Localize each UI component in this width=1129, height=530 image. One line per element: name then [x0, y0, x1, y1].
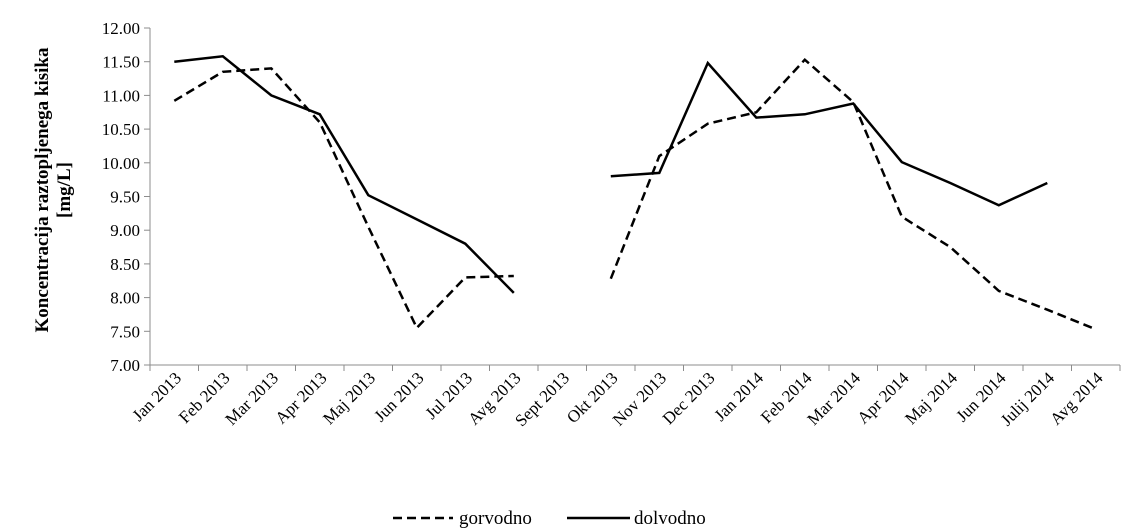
- y-tick-label: 9.50: [110, 188, 140, 207]
- x-tick-label: Maj 2013: [319, 368, 379, 428]
- y-tick-label: 10.50: [102, 120, 140, 139]
- x-tick-label: Sept 2013: [511, 368, 573, 430]
- legend: gorvodno dolvodno: [393, 508, 706, 529]
- x-tick-label: Apr 2013: [271, 368, 330, 427]
- series-line-dolvodno: [174, 55, 515, 294]
- x-tick-label: Maj 2014: [901, 368, 961, 428]
- series-layer: [173, 55, 1097, 331]
- y-tick-label: 7.00: [110, 356, 140, 375]
- y-tick-label: 11.50: [102, 53, 140, 72]
- y-tick-label: 12.00: [102, 19, 140, 38]
- x-tick-label: Jan 2013: [129, 368, 186, 425]
- x-tick-label: Mar 2013: [222, 368, 283, 429]
- legend-label-gorvodno: gorvodno: [459, 508, 532, 529]
- y-tick-label: 11.00: [102, 86, 140, 105]
- y-axis-label-line1: Koncentracija raztopljenega kisika: [32, 47, 53, 332]
- y-tick-label: 9.00: [110, 221, 140, 240]
- legend-label-dolvodno: dolvodno: [634, 508, 706, 529]
- x-tick-label: Jun 2013: [370, 368, 427, 425]
- y-axis-label: Koncentracija raztopljenega kisika [mg/L…: [32, 47, 75, 332]
- series-line-gorvodno: [173, 67, 514, 331]
- axes-layer: [149, 28, 1120, 366]
- x-tick-label: Avg 2014: [1046, 368, 1107, 429]
- x-tick-label: Nov 2013: [609, 368, 670, 429]
- x-tick-label: Mar 2014: [804, 368, 865, 429]
- x-tick-label: Dec 2013: [659, 368, 719, 428]
- y-tick-label: 10.00: [102, 154, 140, 173]
- series-line-dolvodno: [610, 60, 1048, 207]
- x-tick-label: Julij 2014: [997, 368, 1059, 430]
- series-line-gorvodno: [609, 57, 1097, 331]
- y-tick-label: 8.00: [110, 289, 140, 308]
- y-tick-label: 7.50: [110, 322, 140, 341]
- y-axis-label-line2: [mg/L]: [54, 162, 75, 218]
- y-tick-label: 8.50: [110, 255, 140, 274]
